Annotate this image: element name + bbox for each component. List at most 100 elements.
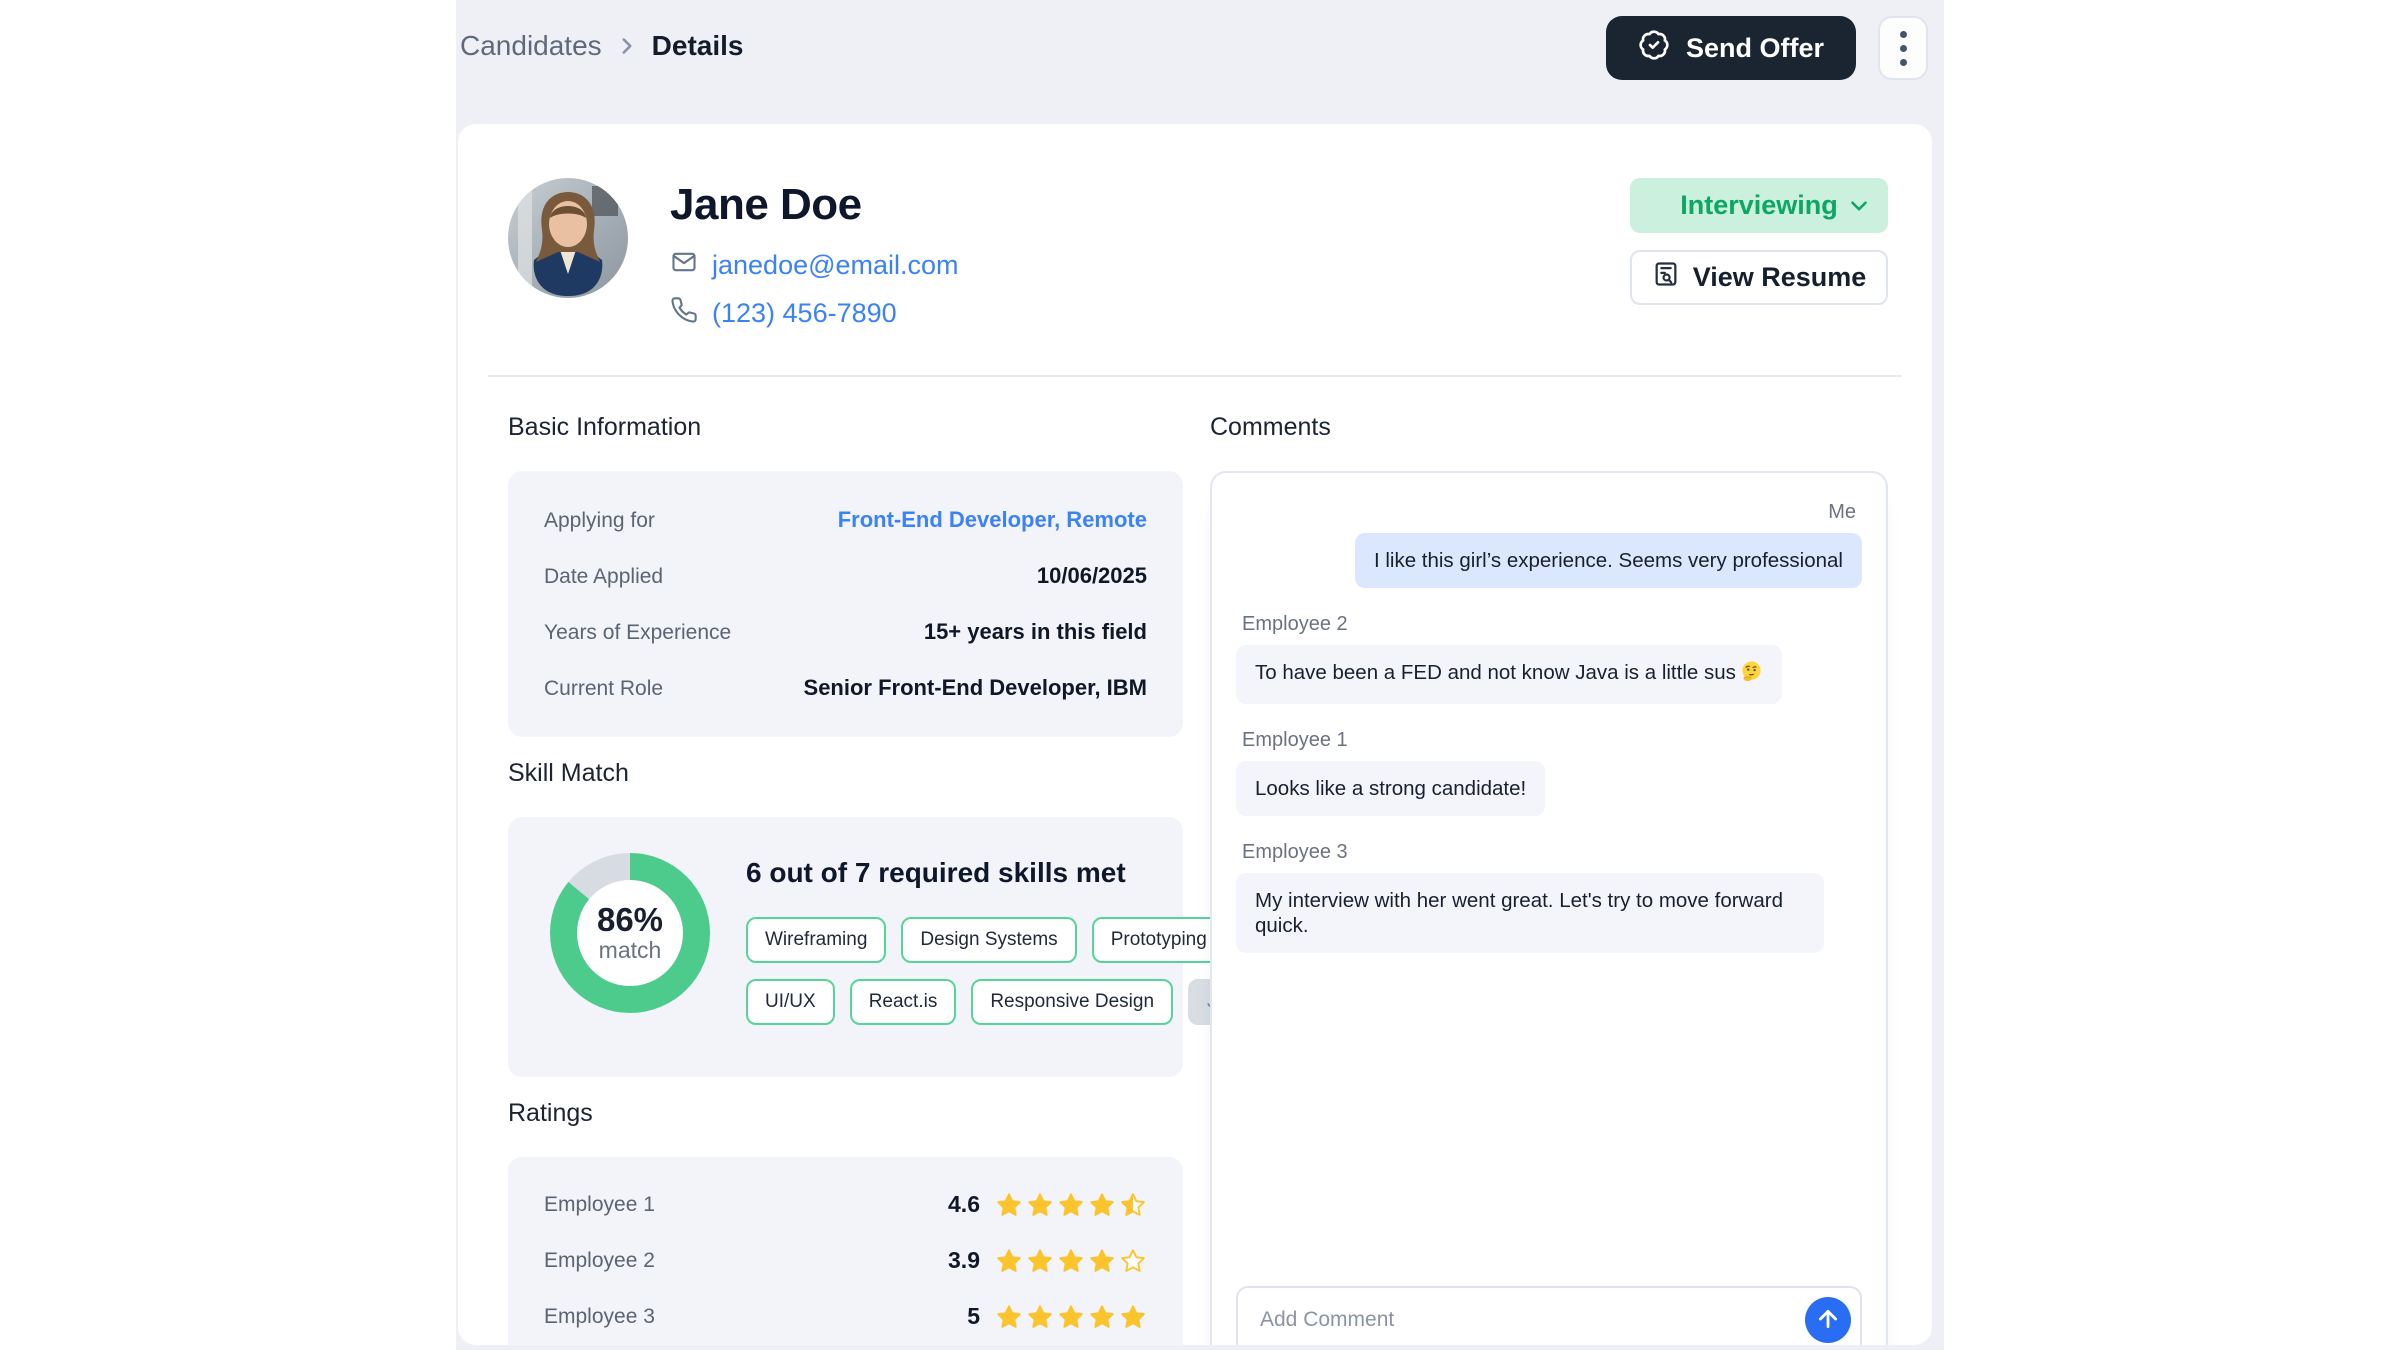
ratings-title: Ratings [508, 1099, 593, 1127]
skill-chip: React.is [849, 979, 957, 1025]
comment-author: Employee 3 [1242, 841, 1348, 863]
basic-information-title: Basic Information [508, 413, 702, 441]
comment-bubble: My interview with her went great. Let's … [1236, 873, 1825, 953]
star-rating [995, 1303, 1147, 1331]
rating-author: Employee 3 [544, 1304, 655, 1328]
info-row: Years of Experience 15+ years in this fie… [544, 619, 1147, 645]
basic-information-panel: Applying for Front-End Developer, Remote D… [508, 471, 1183, 737]
kebab-icon [1899, 30, 1907, 66]
status-label: Interviewing [1680, 190, 1838, 220]
mail-icon [670, 248, 698, 283]
send-comment-button[interactable] [1805, 1297, 1851, 1343]
info-label: Years of Experience [544, 621, 732, 644]
phone-link[interactable]: (123) 456-7890 [712, 298, 897, 328]
send-offer-button[interactable]: Send Offer [1605, 16, 1856, 80]
rating-row: Employee 2 3.9 [544, 1245, 1147, 1276]
rating-value: 3.9 [948, 1247, 980, 1273]
full-star-icon [995, 1303, 1023, 1331]
chevron-down-icon [1846, 193, 1872, 226]
chip-row: Wireframing Design Systems Prototyping [746, 917, 1266, 963]
full-star-icon [1026, 1247, 1054, 1275]
candidate-name: Jane Doe [670, 180, 862, 229]
comment: Employee 3 My interview with her went gre… [1236, 841, 1862, 953]
thinking-face-emoji [1740, 660, 1763, 689]
comment-bubble: Looks like a strong candidate! [1236, 761, 1546, 816]
skill-chip: UI/UX [746, 979, 835, 1025]
skill-chip: Design Systems [901, 917, 1077, 963]
header-actions: Send Offer [1605, 16, 1928, 80]
comment-bubble: I like this girl’s experience. Seems ver… [1354, 533, 1862, 588]
phone-row: (123) 456-7890 [670, 296, 959, 331]
breadcrumb-details: Details [651, 30, 744, 61]
skill-match-title: Skill Match [508, 759, 629, 787]
topbar: Candidates Details Send Offer [456, 0, 1944, 124]
info-row: Date Applied 10/06/2025 [544, 563, 1147, 589]
star-rating [995, 1191, 1147, 1219]
rating-author: Employee 1 [544, 1192, 655, 1216]
half-star-icon [1119, 1191, 1147, 1219]
comment-bubble: To have been a FED and not know Java is … [1236, 645, 1782, 704]
profile-info: Jane Doe janedoe@email.com (123) 456-789… [670, 178, 959, 331]
info-label: Applying for [544, 509, 655, 532]
profile-header: Jane Doe janedoe@email.com (123) 456-789… [508, 178, 1888, 331]
comment: Employee 1 Looks like a strong candidate! [1236, 729, 1862, 816]
star-rating [995, 1247, 1147, 1275]
empty-star-icon [1119, 1247, 1147, 1275]
badge-check-icon [1638, 29, 1670, 68]
info-value: Senior Front-End Developer, IBM [803, 675, 1147, 700]
candidate-card: Jane Doe janedoe@email.com (123) 456-789… [458, 124, 1932, 1345]
full-star-icon [1057, 1191, 1085, 1219]
applying-for-link[interactable]: Front-End Developer, Remote [837, 507, 1147, 532]
full-star-icon [1088, 1247, 1116, 1275]
comment: Employee 2 To have been a FED and not kno… [1236, 613, 1862, 704]
skill-match-panel: 86% match 6 out of 7 required skills met… [508, 817, 1267, 1077]
full-star-icon [1026, 1191, 1054, 1219]
candidate-avatar [508, 178, 628, 298]
comments-title: Comments [1210, 413, 1331, 441]
view-resume-button[interactable]: View Resume [1630, 250, 1888, 305]
rating-row: Employee 1 4.6 [544, 1189, 1147, 1220]
profile-actions: Interviewing View Resume [1630, 178, 1888, 305]
rating-value: 5 [967, 1303, 980, 1329]
email-row: janedoe@email.com [670, 248, 959, 283]
left-column: Basic Information Applying for Front-End … [508, 413, 1267, 1345]
send-offer-label: Send Offer [1685, 32, 1824, 63]
chevron-right-icon [614, 33, 640, 59]
content-region: Candidates Details Send Offer [456, 0, 1944, 1350]
email-link[interactable]: janedoe@email.com [712, 250, 959, 280]
arrow-up-icon [1815, 1306, 1841, 1335]
full-star-icon [1057, 1303, 1085, 1331]
more-options-button[interactable] [1878, 16, 1928, 80]
full-star-icon [1088, 1303, 1116, 1331]
skill-chips: Wireframing Design Systems Prototyping UI/U… [746, 917, 1267, 1025]
comment-author: Employee 1 [1242, 729, 1348, 751]
info-label: Date Applied [544, 565, 664, 588]
info-row: Applying for Front-End Developer, Remote [544, 507, 1147, 533]
comment-author: Employee 2 [1242, 613, 1348, 635]
rating-row: Employee 3 5 [544, 1301, 1147, 1332]
rating-author: Employee 2 [544, 1248, 655, 1272]
rating-value: 4.6 [948, 1191, 980, 1217]
full-star-icon [995, 1247, 1023, 1275]
comments-panel: Me I like this girl’s experience. Seems v… [1210, 471, 1888, 1345]
info-value: 10/06/2025 [1036, 563, 1147, 588]
info-row: Current Role Senior Front-End Developer, … [544, 675, 1147, 701]
comment-author: Me [1828, 501, 1856, 523]
breadcrumb-candidates[interactable]: Candidates [460, 30, 602, 61]
skill-match-donut-chart: 86% match [550, 853, 710, 1013]
info-label: Current Role [544, 677, 664, 700]
full-star-icon [995, 1191, 1023, 1219]
full-star-icon [1057, 1247, 1085, 1275]
skill-chip: Responsive Design [971, 979, 1174, 1025]
skills-met-headline: 6 out of 7 required skills met [746, 857, 1126, 888]
right-column: Comments Me I like this girl’s experience… [1210, 413, 1888, 1345]
full-star-icon [1119, 1303, 1147, 1331]
divider [488, 375, 1902, 377]
file-search-icon [1652, 260, 1680, 295]
phone-icon [670, 296, 698, 331]
status-dropdown[interactable]: Interviewing [1630, 178, 1888, 233]
full-star-icon [1026, 1303, 1054, 1331]
add-comment-input[interactable] [1236, 1286, 1862, 1345]
